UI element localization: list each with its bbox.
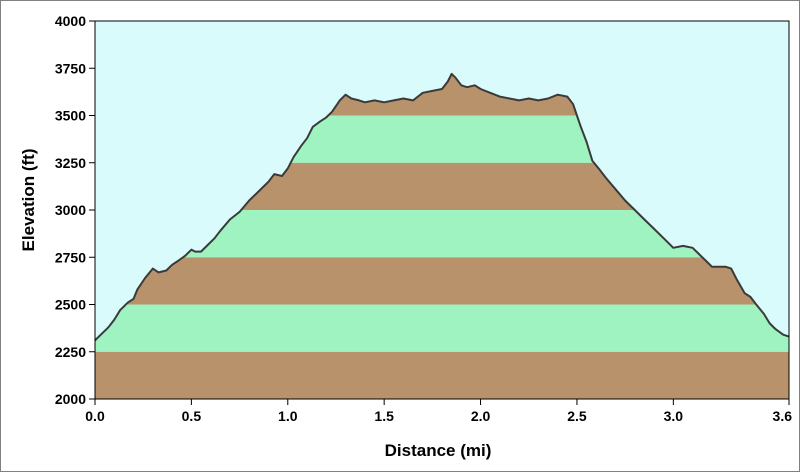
elevation-band: [95, 257, 789, 305]
x-tick-label: 3.6: [773, 408, 793, 424]
x-tick-label: 3.0: [664, 408, 684, 424]
x-tick-label: 0.5: [182, 408, 202, 424]
x-tick-label: 1.5: [374, 408, 394, 424]
x-axis-title: Distance (mi): [385, 441, 492, 460]
x-tick-label: 2.5: [567, 408, 587, 424]
y-tick-label: 2000: [55, 391, 86, 407]
y-tick-label: 3250: [55, 155, 86, 171]
x-tick-label: 1.0: [278, 408, 298, 424]
x-axis-ticks: 0.0 0.5 1.0 1.5 2.0 2.5 3.0 3.6: [85, 399, 792, 424]
y-axis-ticks: 2000 2250 2500 2750 3000 3250 3500 3750 4000: [55, 13, 95, 407]
x-tick-label: 2.0: [471, 408, 491, 424]
elevation-band: [95, 304, 789, 352]
y-tick-label: 3000: [55, 202, 86, 218]
elevation-band: [95, 351, 789, 399]
y-axis-title: Elevation (ft): [19, 149, 38, 252]
y-tick-label: 2750: [55, 249, 86, 265]
y-tick-label: 3500: [55, 108, 86, 124]
y-tick-label: 4000: [55, 13, 86, 29]
x-tick-label: 0.0: [85, 408, 105, 424]
y-tick-label: 2250: [55, 344, 86, 360]
y-tick-label: 2500: [55, 297, 86, 313]
y-tick-label: 3750: [55, 60, 86, 76]
elevation-profile-line: [94, 72, 790, 342]
